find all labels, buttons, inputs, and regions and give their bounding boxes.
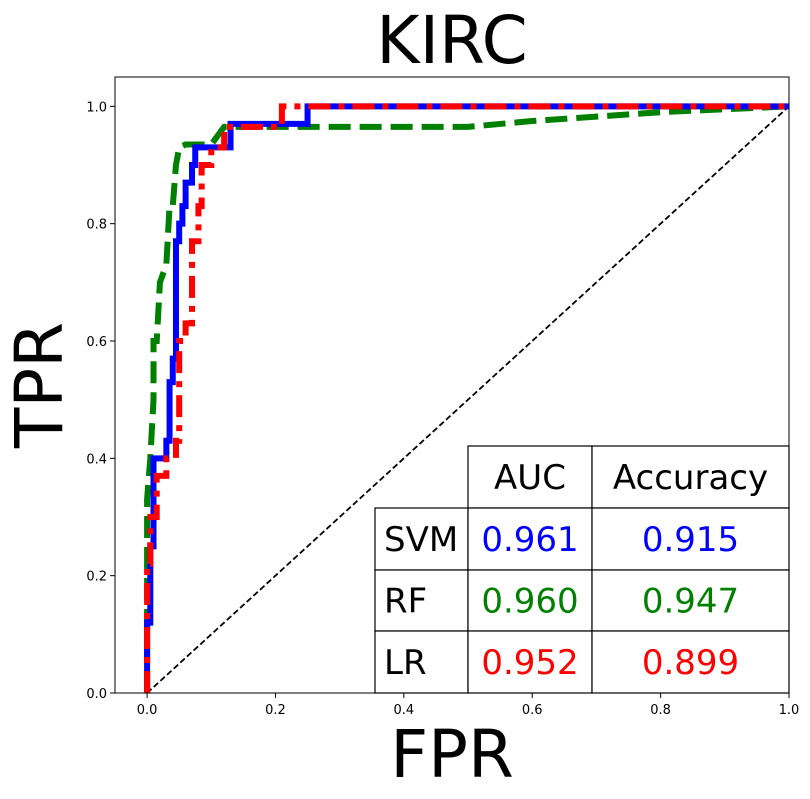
table-cell — [467, 507, 593, 571]
table-cell — [374, 569, 469, 632]
table-cell — [591, 630, 790, 694]
table-accuracy-lr: 0.899 — [642, 643, 739, 683]
series-line-rf — [144, 103, 789, 693]
table-accuracy-rf: 0.947 — [642, 582, 739, 622]
x-tick-label: 0.4 — [394, 703, 415, 718]
table-row-label-lr: LR — [384, 643, 427, 683]
table-cell — [374, 507, 469, 571]
y-tick-label: 0.8 — [86, 218, 107, 233]
plot-area-frame — [114, 76, 790, 694]
series-line-lr — [144, 103, 789, 693]
series-line-chance — [146, 105, 789, 693]
y-tick-label: 0.2 — [86, 570, 107, 585]
y-tick-label: 0.6 — [86, 335, 107, 350]
y-tick-label: 0.4 — [86, 452, 107, 467]
table-accuracy-svm: 0.915 — [642, 520, 739, 560]
x-tick-label: 0.8 — [650, 703, 671, 718]
table-auc-rf: 0.960 — [481, 582, 578, 622]
chart-title: KIRC — [376, 2, 527, 79]
x-tick-label: 0.2 — [265, 703, 286, 718]
table-row-label-rf: RF — [384, 582, 427, 622]
x-tick-label: 1.0 — [779, 703, 800, 718]
x-tick-label: 0.0 — [137, 703, 158, 718]
x-tick-label: 0.6 — [522, 703, 543, 718]
table-cell — [374, 630, 469, 694]
table-auc-svm: 0.961 — [481, 520, 578, 560]
y-axis-label: TPR — [1, 322, 78, 449]
table-header-cell — [467, 445, 593, 509]
x-axis-label: FPR — [390, 716, 514, 793]
table-header-accuracy: Accuracy — [613, 458, 768, 498]
table-row-label-svm: SVM — [384, 520, 458, 560]
series-line-svm — [144, 103, 789, 693]
table-cell — [591, 507, 790, 571]
table-header-auc: AUC — [494, 458, 566, 498]
y-tick-label: 0.0 — [86, 687, 107, 702]
table-auc-lr: 0.952 — [481, 643, 578, 683]
y-tick-label: 1.0 — [86, 100, 107, 115]
